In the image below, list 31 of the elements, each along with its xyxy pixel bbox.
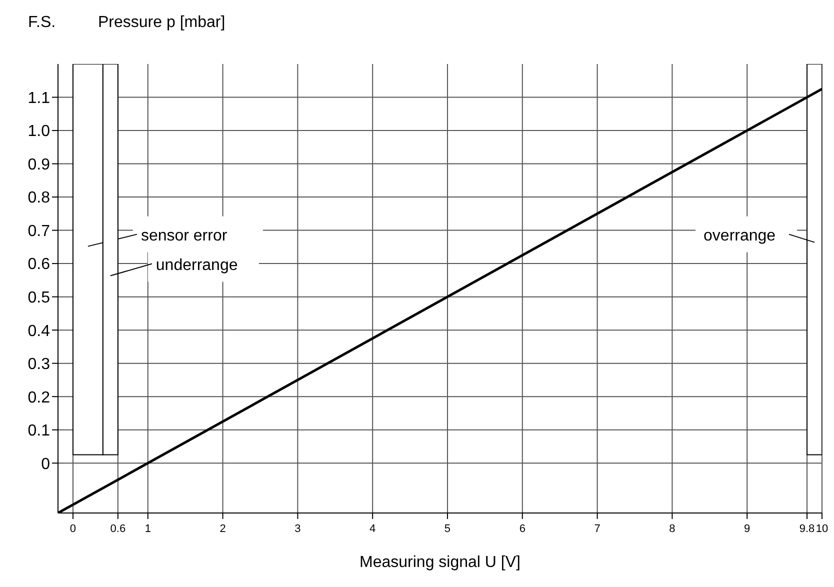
x-tick-label: 9 [744,523,750,535]
x-tick-label: 7 [594,523,600,535]
x-axis-title: Measuring signal U [V] [360,554,520,571]
y-tick-label: 0.8 [28,190,50,207]
band-label: overrange [704,227,776,244]
x-tick-label: 1 [144,523,151,535]
band-label: underrange [156,256,238,274]
x-tick-label: 5 [444,523,451,535]
y-tick-label: 0.2 [28,389,50,406]
y-tick-label: 0.9 [28,156,50,174]
y-tick-label: 1.0 [28,123,50,140]
x-tick-label: 0 [70,523,76,535]
y-tick-label: 0.5 [28,289,50,306]
x-tick-label: 8 [669,523,676,535]
y-tick-label: 0.3 [28,356,50,374]
x-tick-label: 6 [519,523,526,535]
y-tick-label: 1.1 [28,90,50,107]
text: F.S. [28,14,56,31]
x-tick-label: 9.8 [799,523,815,535]
y-tick-label: 0.6 [28,256,50,274]
y-tick-label: 0.4 [28,322,50,340]
x-tick-label: 0.6 [110,523,126,535]
x-tick-label: 2 [220,523,226,535]
x-tick-label: 4 [370,523,376,535]
x-tick-label: 3 [294,523,301,535]
y-tick-label: 0.1 [28,422,50,440]
y-axis-title: Pressure p [mbar] [98,14,226,32]
x-tick-label: 10 [816,523,828,535]
band-label: sensor error [140,227,228,244]
y-tick-label: 0 [41,456,50,473]
y-tick-label: 0.7 [28,222,50,240]
